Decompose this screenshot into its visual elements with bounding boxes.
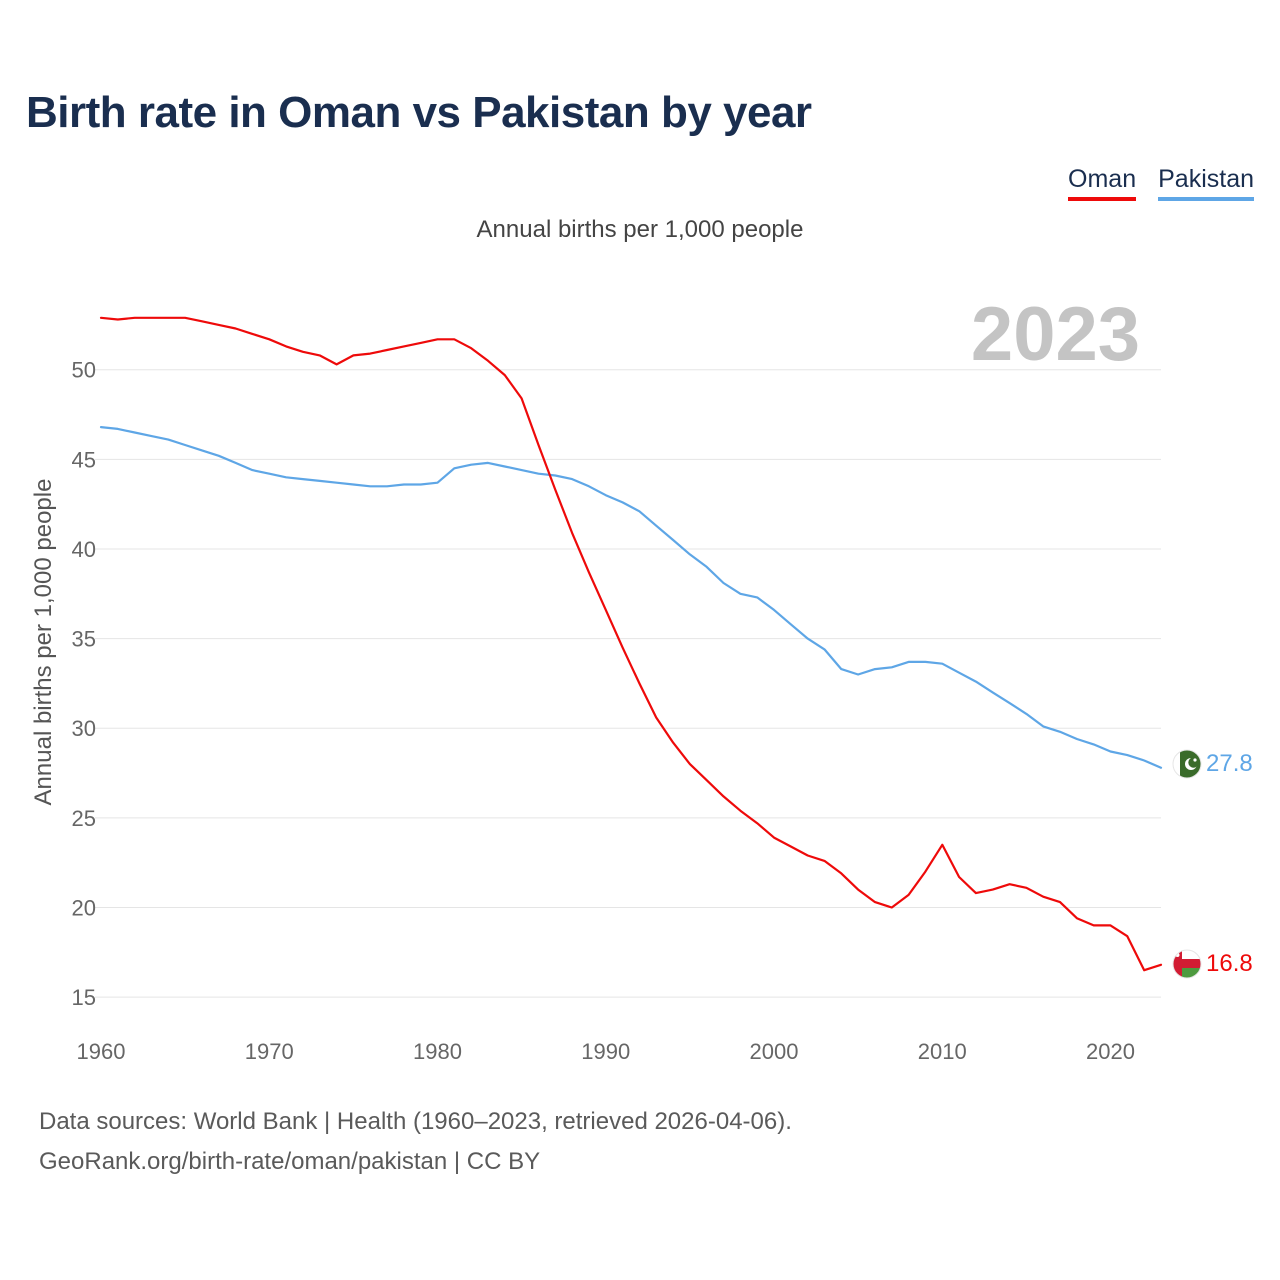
pakistan-flag-icon [1172, 749, 1202, 779]
y-tick-label-30: 30 [72, 716, 96, 741]
pakistan-end-value: 27.8 [1206, 750, 1253, 777]
x-tick-label-2010: 2010 [918, 1039, 967, 1064]
x-tick-label-1970: 1970 [245, 1039, 294, 1064]
x-tick-label-1980: 1980 [413, 1039, 462, 1064]
source-url-line: GeoRank.org/birth-rate/oman/pakistan | C… [39, 1148, 541, 1175]
y-axis-ticks: 15 20 25 30 35 40 45 50 [72, 358, 96, 1010]
y-tick-label-25: 25 [72, 806, 96, 831]
x-tick-label-2000: 2000 [750, 1039, 799, 1064]
legend-item-oman[interactable]: Oman [1068, 165, 1137, 201]
series-line-pakistan [99, 426, 1163, 769]
y-tick-label-15: 15 [72, 985, 96, 1010]
current-year-watermark: 2023 [971, 292, 1140, 377]
oman-flag-icon [1172, 949, 1202, 979]
y-tick-label-50: 50 [72, 358, 96, 383]
chart-subtitle: Annual births per 1,000 people [476, 216, 804, 243]
gridlines [95, 369, 1161, 998]
y-tick-label-35: 35 [72, 627, 96, 652]
x-tick-label-1990: 1990 [581, 1039, 630, 1064]
y-axis-label: Annual births per 1,000 people [30, 479, 57, 806]
data-source-line: Data sources: World Bank | Health (1960–… [39, 1108, 792, 1135]
series-lines [99, 316, 1163, 972]
x-axis-ticks: 1960 1970 1980 1990 2000 2010 2020 [77, 1039, 1135, 1064]
chart-title: Birth rate in Oman vs Pakistan by year [26, 88, 812, 137]
series-line-oman [99, 316, 1163, 972]
y-tick-label-45: 45 [72, 447, 96, 472]
y-tick-label-40: 40 [72, 537, 96, 562]
y-tick-label-20: 20 [72, 895, 96, 920]
x-tick-label-2020: 2020 [1086, 1039, 1135, 1064]
legend-item-pakistan[interactable]: Pakistan [1158, 165, 1254, 201]
oman-end-value: 16.8 [1206, 950, 1253, 977]
legend: Oman Pakistan [1068, 165, 1254, 201]
x-tick-label-1960: 1960 [77, 1039, 126, 1064]
